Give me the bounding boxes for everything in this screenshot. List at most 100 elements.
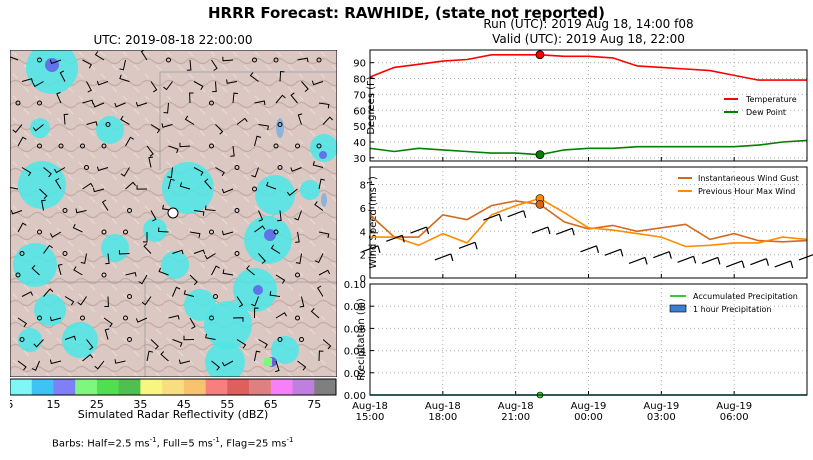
valid-time-marker xyxy=(535,200,545,209)
wind-barb xyxy=(172,249,184,255)
y-tick-label: 0.02 xyxy=(344,369,366,380)
wind-barb xyxy=(57,263,63,276)
series-line-instantaneous-wind-gust xyxy=(369,200,808,243)
calm-wind-marker xyxy=(277,165,283,170)
wind-barb xyxy=(258,339,268,349)
calm-wind-marker xyxy=(37,143,42,149)
wind-barb xyxy=(114,102,126,108)
calm-wind-marker xyxy=(37,100,42,106)
colorbar-ticks: 5 15 25 35 45 55 65 75 xyxy=(10,398,321,411)
radar-echo xyxy=(30,118,50,138)
legend-label: Instantaneous Wind Gust xyxy=(698,174,799,183)
radar-echo xyxy=(62,322,98,358)
wind-barb xyxy=(254,307,259,319)
wind-barb xyxy=(279,70,285,82)
wind-barb xyxy=(120,115,130,125)
wind-barb xyxy=(236,339,247,349)
wind-barb xyxy=(157,227,169,233)
wind-barb xyxy=(294,210,302,221)
wind-barb xyxy=(86,81,92,93)
y-tick-label: 50 xyxy=(353,122,366,133)
wind-barb xyxy=(258,124,269,131)
calm-wind-marker xyxy=(295,272,300,278)
radar-echo xyxy=(96,116,124,144)
wind-barb xyxy=(96,80,109,86)
colorbar-tick-label: 25 xyxy=(90,398,104,411)
wind-barb xyxy=(725,260,745,269)
colorbar-swatches xyxy=(10,379,337,395)
wind-barb xyxy=(77,296,87,306)
x-tick-label: 03:00 xyxy=(647,412,676,423)
wind-barb xyxy=(211,360,221,371)
y-axis-label: Degrees (F) xyxy=(366,76,377,134)
wind-barb xyxy=(221,230,234,236)
colorbar-swatch xyxy=(10,379,33,395)
wind-barb xyxy=(254,100,266,106)
wind-barb xyxy=(189,231,201,238)
legend-label: Accumulated Precipitation xyxy=(693,292,798,301)
wind-barb xyxy=(290,92,298,104)
wind-barb xyxy=(275,360,280,373)
calm-wind-marker xyxy=(127,337,132,342)
colorbar-swatch xyxy=(75,379,98,395)
wind-barb xyxy=(236,117,248,125)
calm-wind-marker xyxy=(123,229,128,235)
colorbar-swatch xyxy=(162,379,185,395)
calm-wind-marker xyxy=(80,315,85,321)
map-utc-title: UTC: 2019-08-18 22:00:00 xyxy=(93,33,253,47)
calm-wind-marker xyxy=(101,229,107,235)
calm-wind-marker xyxy=(209,100,214,106)
wind-barb xyxy=(204,178,212,190)
wind-barb xyxy=(221,360,234,367)
calm-wind-marker xyxy=(209,229,214,235)
wind-barb xyxy=(312,161,324,168)
wind-barb xyxy=(222,56,234,62)
legend-label: 1 hour Precipitation xyxy=(693,305,772,314)
wind-barb xyxy=(41,199,46,211)
wind-barb xyxy=(184,115,195,125)
wind-barb xyxy=(96,166,109,172)
wind-barb xyxy=(82,353,94,362)
wind-barb xyxy=(258,210,264,222)
colorbar-swatch xyxy=(31,379,54,395)
wind-barb xyxy=(158,267,169,276)
wind-barb xyxy=(236,296,244,308)
wind-barb xyxy=(75,208,87,214)
y-axis-label: Precipitation (in) xyxy=(356,298,367,381)
wind-barb xyxy=(86,339,94,351)
wind-barb xyxy=(249,72,259,82)
wind-barb xyxy=(318,231,330,239)
colorbar-tick-label: 35 xyxy=(133,398,147,411)
wind-barb xyxy=(172,286,181,297)
colorbar-swatch xyxy=(314,379,337,395)
calm-wind-marker xyxy=(19,337,25,342)
x-tick-label: Aug-19 xyxy=(716,401,752,412)
calm-wind-marker xyxy=(295,143,300,149)
radar-echo xyxy=(161,251,189,279)
wind-barb xyxy=(43,244,53,254)
calm-wind-marker xyxy=(62,208,68,213)
legend: Temperature Dew Point xyxy=(724,95,797,117)
calm-wind-marker xyxy=(295,315,300,321)
wind-barb xyxy=(167,167,173,178)
station-location-marker xyxy=(167,207,179,219)
radar-echo xyxy=(310,134,337,162)
wind-barb xyxy=(386,234,405,243)
wind-barb xyxy=(39,188,48,200)
calm-wind-marker xyxy=(299,337,304,342)
calm-wind-marker xyxy=(277,122,283,127)
wind-barb xyxy=(172,339,183,347)
calm-wind-marker xyxy=(252,186,257,192)
calm-wind-marker xyxy=(209,143,214,149)
wind-barb xyxy=(135,317,148,323)
wind-barb xyxy=(299,296,305,308)
series-line-temperature xyxy=(369,53,807,81)
wind-barb xyxy=(10,52,19,61)
wind-barb xyxy=(318,102,330,109)
wind-barb xyxy=(120,167,130,177)
x-tick-label: 21:00 xyxy=(501,412,530,423)
wind-barb xyxy=(310,308,320,319)
wind-barb xyxy=(189,317,196,330)
calm-wind-marker xyxy=(234,251,240,256)
x-tick-label: Aug-18 xyxy=(352,401,388,412)
